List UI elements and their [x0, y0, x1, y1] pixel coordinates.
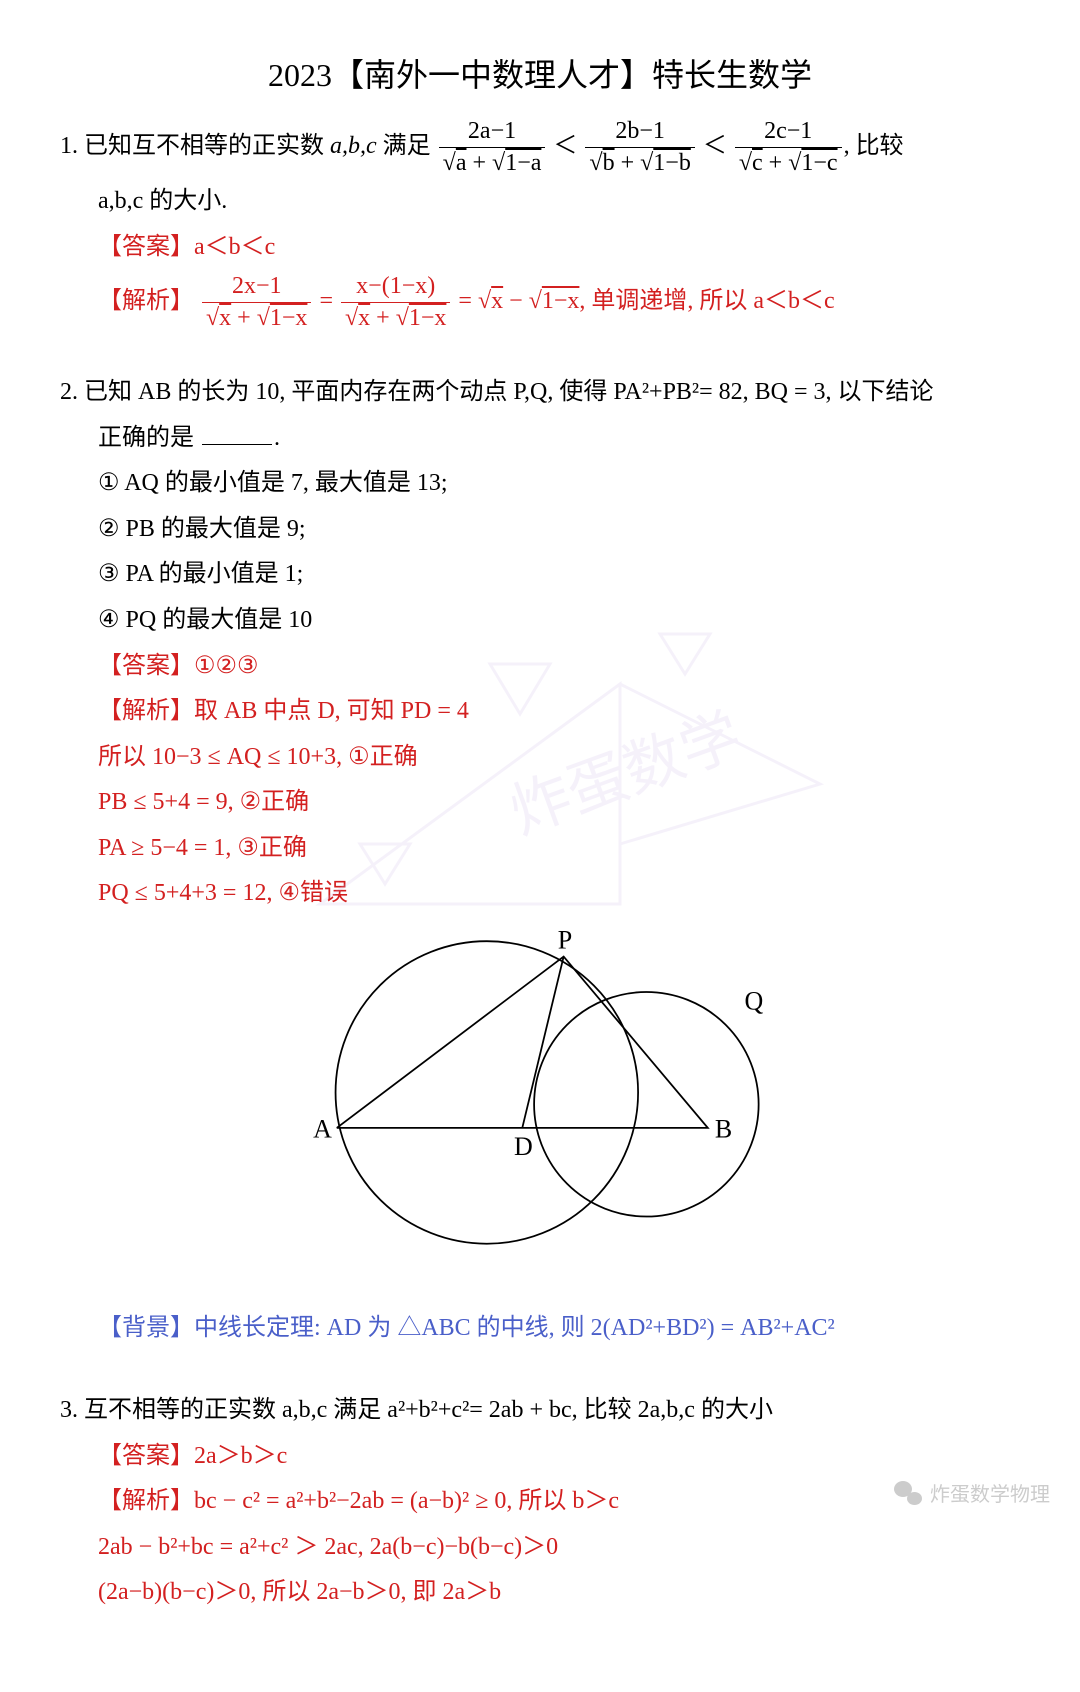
page: 2023【南外一中数理人才】特长生数学 1. 已知互不相等的正实数 a,b,c … [0, 0, 1080, 1692]
page-title: 2023【南外一中数理人才】特长生数学 [60, 50, 1020, 96]
svg-text:B: B [715, 1114, 732, 1143]
problem-2: 2. 已知 AB 的长为 10, 平面内存在两个动点 P,Q, 使得 PA²+P… [60, 370, 1020, 1352]
p1-stem-line2: a,b,c 的大小. [60, 179, 1020, 225]
problem-3: 3. 互不相等的正实数 a,b,c 满足 a²+b²+c²= 2ab + bc,… [60, 1388, 1020, 1616]
p2-sol4: PA ≥ 5−4 = 1, ③正确 [60, 826, 1020, 872]
blank-field [202, 444, 272, 445]
p2-diagram: P Q A B D [280, 927, 800, 1286]
footer-watermark: 炸蛋数学物理 [894, 1478, 1050, 1507]
p2-num: 2. [60, 379, 78, 405]
wechat-icon [894, 1481, 922, 1505]
p2-sol1: 【解析】取 AB 中点 D, 可知 PD = 4 [60, 689, 1020, 735]
p2-background: 【背景】中线长定理: AD 为 △ABC 的中线, 则 2(AD²+BD²) =… [60, 1306, 1020, 1352]
svg-text:P: P [558, 927, 572, 954]
p1-stem-line1: 1. 已知互不相等的正实数 a,b,c 满足 2a−1 a + 1−a ＜ 2b… [60, 116, 1020, 179]
p2-sol2: 所以 10−3 ≤ AQ ≤ 10+3, ①正确 [60, 735, 1020, 781]
p3-stem: 3. 互不相等的正实数 a,b,c 满足 a²+b²+c²= 2ab + bc,… [60, 1388, 1020, 1434]
answer-label: 【答案】 [98, 234, 194, 260]
p1-frac-a: 2a−1 a + 1−a [439, 116, 546, 179]
p2-opt1: ① AQ 的最小值是 7, 最大值是 13; [60, 461, 1020, 507]
p1-num: 1. [60, 133, 78, 159]
p3-sol2: 2ab − b²+bc = a²+c² ＞ 2ac, 2a(b−c)−b(b−c… [60, 1525, 1020, 1571]
p2-sol3: PB ≤ 5+4 = 9, ②正确 [60, 780, 1020, 826]
p3-sol1: 【解析】bc − c² = a²+b²−2ab = (a−b)² ≥ 0, 所以… [60, 1479, 1020, 1525]
p1-answer: 【答案】a＜b＜c [60, 225, 1020, 271]
problem-1: 1. 已知互不相等的正实数 a,b,c 满足 2a−1 a + 1−a ＜ 2b… [60, 116, 1020, 334]
solution-label: 【解析】 [98, 288, 194, 314]
p2-opt2: ② PB 的最大值是 9; [60, 507, 1020, 553]
p1-frac-c: 2c−1 c + 1−c [735, 116, 842, 179]
p3-sol3: (2a−b)(b−c)＞0, 所以 2a−b＞0, 即 2a＞b [60, 1570, 1020, 1616]
p2-opt4: ④ PQ 的最大值是 10 [60, 598, 1020, 644]
p3-num: 3. [60, 1397, 78, 1423]
p3-answer: 【答案】2a＞b＞c [60, 1434, 1020, 1480]
svg-text:Q: Q [744, 987, 763, 1016]
svg-text:A: A [313, 1114, 332, 1143]
p1-solution: 【解析】 2x−1 x + 1−x = x−(1−x) x + 1−x = x … [60, 271, 1020, 334]
p2-sol5: PQ ≤ 5+4+3 = 12, ④错误 [60, 871, 1020, 917]
p1-frac-b: 2b−1 b + 1−b [585, 116, 694, 179]
p2-opt3: ③ PA 的最小值是 1; [60, 552, 1020, 598]
answer-label: 【答案】 [98, 653, 194, 679]
p2-answer: 【答案】①②③ [60, 644, 1020, 690]
p2-stem-line1: 2. 已知 AB 的长为 10, 平面内存在两个动点 P,Q, 使得 PA²+P… [60, 370, 1020, 416]
answer-label: 【答案】 [98, 1443, 194, 1469]
p2-stem-line2: 正确的是 . [60, 416, 1020, 462]
svg-text:D: D [514, 1132, 533, 1161]
